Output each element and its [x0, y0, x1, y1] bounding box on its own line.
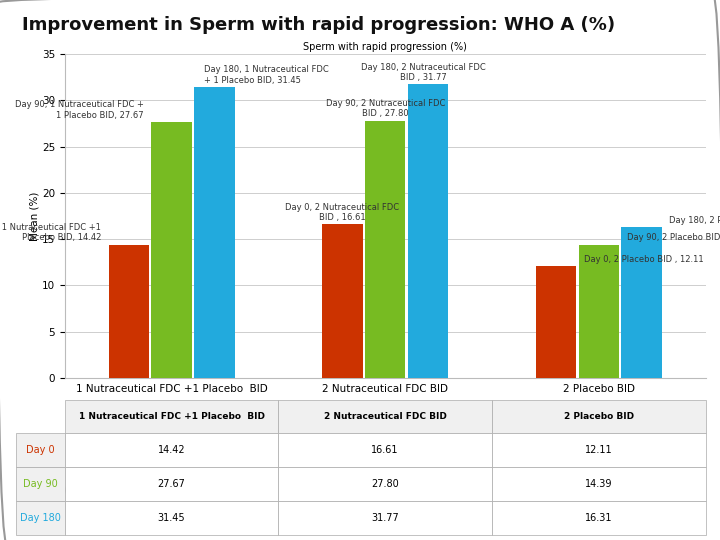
Text: Day 90, 2 Nutraceutical FDC
BID , 27.80: Day 90, 2 Nutraceutical FDC BID , 27.80 — [325, 99, 445, 118]
Text: Day 180, 2 Nutraceutical FDC
BID , 31.77: Day 180, 2 Nutraceutical FDC BID , 31.77 — [361, 63, 486, 82]
Bar — [621, 227, 662, 378]
Text: Sperm with rapid progression (%): Sperm with rapid progression (%) — [303, 42, 467, 52]
Text: Day 0, 2 Placebo BID , 12.11: Day 0, 2 Placebo BID , 12.11 — [584, 254, 703, 264]
Bar — [365, 120, 405, 378]
Text: Day 180, 1 Nutraceutical FDC
+ 1 Placebo BID, 31.45: Day 180, 1 Nutraceutical FDC + 1 Placebo… — [204, 65, 328, 85]
Text: Day 90, 2 Placebo BID , 14.39: Day 90, 2 Placebo BID , 14.39 — [626, 233, 720, 242]
Legend: Day 0, Day 90, Day 180: Day 0, Day 90, Day 180 — [19, 486, 197, 496]
Bar — [109, 245, 149, 378]
Bar — [578, 245, 619, 378]
Bar — [322, 224, 363, 378]
Text: Improvement in Sperm with rapid progression: WHO A (%): Improvement in Sperm with rapid progress… — [22, 16, 615, 34]
Bar — [194, 87, 235, 378]
Y-axis label: Mean (%): Mean (%) — [29, 191, 39, 241]
Bar — [408, 84, 449, 378]
Text: Day 90, 1 Nutraceutical FDC +
1 Placebo BID, 27.67: Day 90, 1 Nutraceutical FDC + 1 Placebo … — [15, 100, 144, 119]
Text: Day 0, 1 Nutraceutical FDC +1
Placebo BID, 14.42: Day 0, 1 Nutraceutical FDC +1 Placebo BI… — [0, 223, 101, 242]
Bar — [151, 122, 192, 378]
Text: Day 0, 2 Nutraceutical FDC
BID , 16.61: Day 0, 2 Nutraceutical FDC BID , 16.61 — [285, 203, 400, 222]
Bar — [536, 266, 577, 378]
Text: Day 180, 2 Placebo BID , 16.31: Day 180, 2 Placebo BID , 16.31 — [670, 215, 720, 225]
